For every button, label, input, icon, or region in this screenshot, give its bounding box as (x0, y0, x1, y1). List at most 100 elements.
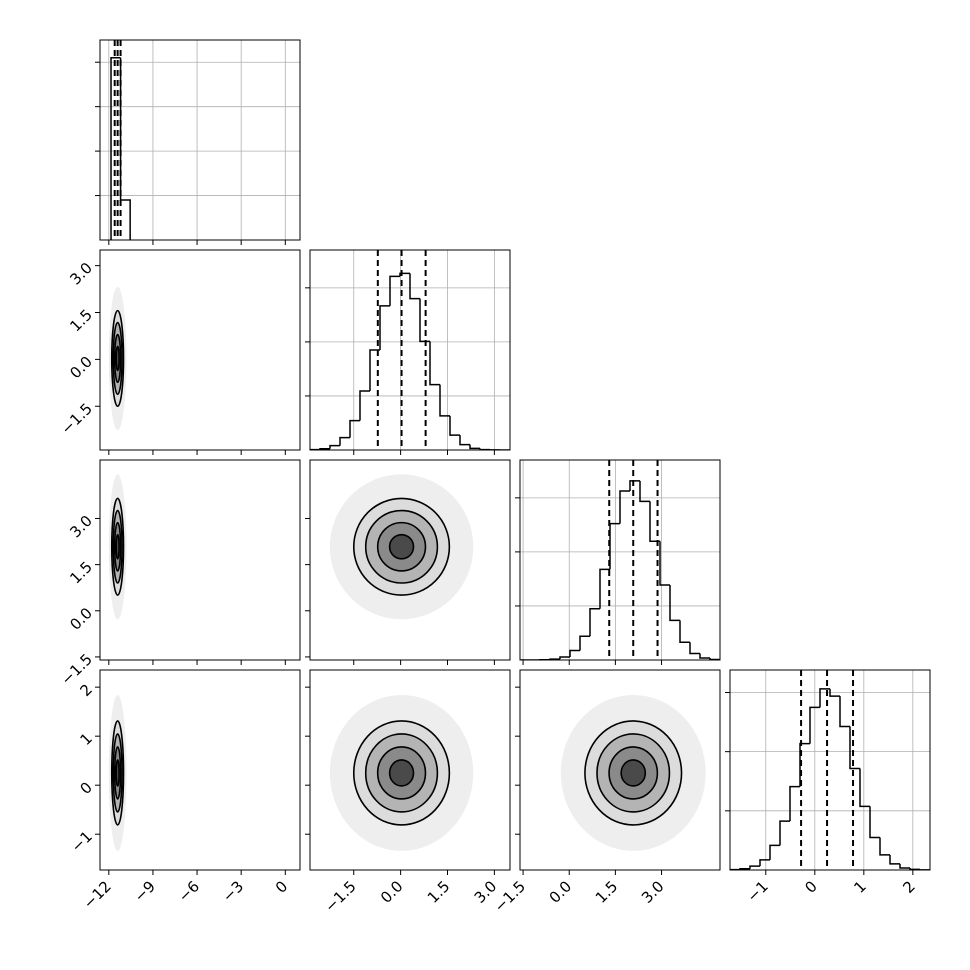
hist-step (439, 384, 450, 417)
hist-step (469, 444, 480, 450)
y-tick-label: 1 (77, 729, 96, 748)
y-tick-label: 1.5 (66, 306, 96, 336)
hist-step (319, 447, 330, 450)
x-tick-label: −12 (80, 877, 115, 912)
hist-step (589, 608, 600, 637)
y-tick-label: 0 (77, 778, 96, 797)
hist-step (909, 867, 920, 870)
hist-step (399, 272, 410, 277)
hist-step (579, 635, 590, 651)
y-tick-label: −1.5 (58, 650, 96, 688)
hist-step (889, 854, 900, 865)
hist-step (619, 490, 630, 524)
hist-step (809, 706, 820, 744)
x-tick-label: 1.5 (592, 877, 622, 907)
hist-step (739, 867, 750, 870)
hist-step (879, 837, 890, 856)
x-tick-label: 3.0 (638, 877, 668, 907)
contour (388, 759, 415, 787)
panel-frame (309, 669, 511, 871)
contour (115, 533, 120, 560)
panel (100, 40, 300, 240)
hist-step (459, 435, 470, 446)
hist-step (839, 696, 850, 728)
panel (310, 250, 510, 450)
y-tick-label: 3.0 (66, 259, 96, 289)
panel (520, 460, 720, 660)
panel (108, 474, 127, 620)
y-tick-label: 0.0 (66, 604, 96, 634)
hist-step (779, 820, 790, 846)
hist-step (449, 415, 460, 436)
y-tick-label: 0.0 (66, 353, 96, 383)
panel (108, 286, 127, 431)
hist-step (349, 419, 360, 438)
hist-step (759, 859, 770, 867)
hist-step (339, 436, 350, 446)
hist-step (799, 742, 810, 787)
hist-step (639, 480, 650, 503)
panel-frame (729, 669, 931, 871)
x-tick-label: 0.0 (546, 877, 576, 907)
y-tick-label: −1.5 (58, 400, 96, 438)
x-tick-label: −3 (219, 877, 247, 905)
hist-step (849, 726, 860, 770)
x-tick-label: 0.0 (377, 877, 407, 907)
x-tick-label: −9 (131, 877, 159, 905)
panel-frame (519, 459, 721, 661)
hist-step (699, 653, 710, 659)
hist-step (679, 620, 690, 644)
contour (388, 533, 415, 560)
panel-frame (309, 249, 511, 451)
panel-frame (309, 459, 511, 661)
x-tick-label: −6 (175, 877, 203, 905)
hist-step (789, 785, 800, 822)
hist-step (709, 657, 720, 660)
hist-step (749, 865, 760, 869)
x-tick-label: 0 (801, 877, 820, 896)
x-tick-label: 0 (272, 877, 291, 896)
hist-step (369, 349, 380, 391)
hist-step (409, 273, 420, 300)
panel (329, 695, 474, 851)
panel-frame (519, 669, 721, 871)
panel-frame (99, 669, 301, 871)
hist-step (329, 444, 340, 449)
panel (730, 670, 930, 870)
hist-step (110, 57, 121, 240)
hist-step (869, 806, 880, 839)
y-tick-label: −1 (68, 827, 96, 855)
hist-step (119, 57, 131, 240)
hist-step (419, 298, 430, 343)
panel-frame (99, 459, 301, 661)
panel (560, 695, 706, 851)
y-tick-label: 3.0 (66, 512, 96, 542)
hist-step (769, 844, 780, 860)
hist-step (479, 448, 490, 450)
hist-step (669, 584, 680, 622)
hist-step (379, 305, 390, 350)
hist-step (559, 656, 570, 660)
hist-step (819, 688, 830, 708)
x-tick-label: −1.5 (321, 877, 359, 915)
y-tick-label: 1.5 (66, 558, 96, 588)
contour (115, 345, 120, 372)
x-tick-label: −1.5 (491, 877, 529, 915)
hist-step (359, 390, 370, 421)
x-tick-label: −1 (743, 877, 771, 905)
x-tick-label: 1.5 (424, 877, 454, 907)
hist-step (629, 480, 640, 492)
hist-step (829, 688, 840, 697)
x-tick-label: 2 (899, 877, 918, 896)
x-tick-label: 1 (850, 877, 869, 896)
hist-step (659, 541, 670, 586)
contour (115, 759, 120, 787)
hist-step (899, 863, 910, 869)
hist-step (689, 642, 700, 655)
hist-step (859, 768, 870, 808)
hist-step (429, 341, 440, 386)
hist-step (569, 649, 580, 657)
contour (620, 759, 647, 787)
hist-step (599, 568, 610, 609)
